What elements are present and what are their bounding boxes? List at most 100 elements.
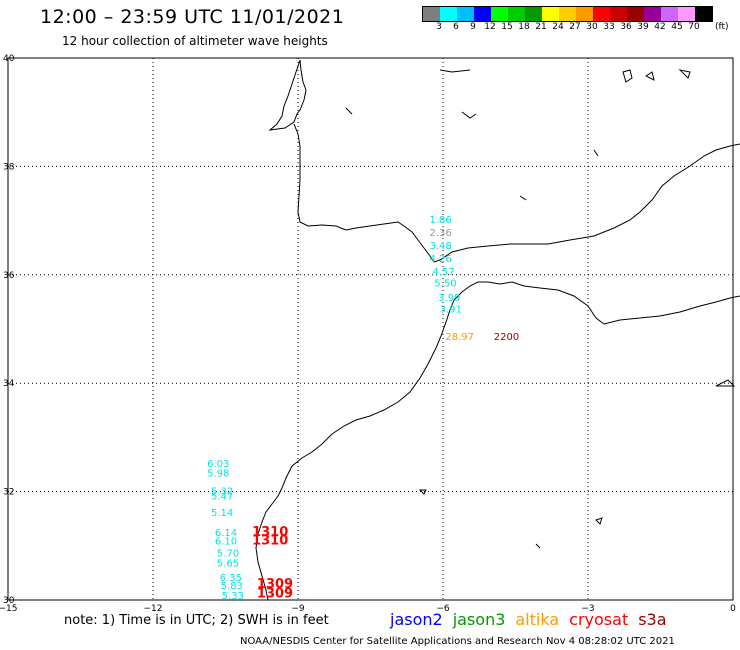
y-tick-label: 30 — [3, 596, 15, 606]
wave-height-value: 6.35 — [220, 573, 242, 584]
wave-height-value: 6.10 — [215, 537, 237, 548]
wave-height-value: 5.70 — [217, 549, 239, 560]
map-title: 12:00 – 23:59 UTC 11/01/2021 — [40, 6, 345, 28]
legend-swatch — [627, 7, 644, 21]
legend-label: 45 — [671, 22, 683, 32]
inland-feature — [418, 489, 427, 495]
y-tick-label: 38 — [3, 162, 15, 172]
wave-height-value: 5.33 — [222, 591, 244, 602]
legend-label: 33 — [603, 22, 615, 32]
wave-height-value: 4.26 — [429, 254, 451, 265]
legend-swatch — [678, 7, 695, 21]
legend-swatch — [491, 7, 508, 21]
legend-label: 70 — [688, 22, 700, 32]
mission-label: altika — [515, 610, 560, 629]
wave-height-value: 5.14 — [211, 508, 233, 519]
inland-feature — [535, 543, 541, 549]
legend-swatch — [457, 7, 474, 21]
wave-height-value: 4.57 — [432, 267, 454, 278]
coastline-iberia — [268, 59, 307, 131]
legend-swatch — [559, 7, 576, 21]
legend-swatch — [576, 7, 593, 21]
inland-feature — [622, 69, 633, 83]
coastline — [255, 59, 740, 601]
legend-swatch — [474, 7, 491, 21]
legend-label: 3 — [436, 22, 442, 32]
legend-label: 6 — [453, 22, 459, 32]
legend-unit: (ft) — [715, 22, 729, 32]
legend-label: 42 — [654, 22, 666, 32]
x-tick-label: −12 — [144, 604, 163, 614]
inland-feature — [345, 107, 353, 115]
x-tick-label: −3 — [581, 604, 594, 614]
legend-swatch — [695, 7, 712, 21]
y-tick-label: 32 — [3, 488, 14, 498]
coastline-spain-med — [439, 143, 740, 261]
legend-label: 21 — [535, 22, 547, 32]
mission-label: jason3 — [452, 610, 506, 629]
map-border — [7, 57, 734, 601]
x-tick-label: −6 — [436, 604, 450, 614]
wave-height-value: 2.36 — [429, 228, 451, 239]
legend-swatch — [610, 7, 627, 21]
wave-height-value: 1.86 — [429, 215, 451, 226]
legend-label: 15 — [501, 22, 513, 32]
mission-label: s3a — [638, 610, 667, 629]
legend-swatch — [661, 7, 678, 21]
inland-feature — [461, 111, 477, 119]
wave-height-value: 1309 — [257, 586, 293, 601]
wave-height-value: 2200 — [494, 332, 519, 343]
legend-swatch — [423, 7, 440, 21]
mission-legend: jason2 jason3 altika cryosat s3a — [390, 610, 677, 629]
map-subtitle: 12 hour collection of altimeter wave hei… — [62, 34, 328, 48]
inland-feature — [439, 69, 471, 73]
legend-swatch — [644, 7, 661, 21]
x-tick-label: 0 — [730, 604, 736, 614]
wave-height-value: 28.97 — [445, 332, 474, 343]
wave-height-value: 5.47 — [211, 492, 233, 503]
legend-swatch — [525, 7, 542, 21]
inland-feature — [645, 71, 655, 81]
x-tick-label: −15 — [0, 604, 18, 614]
axis-ticks: −15 −12 −9 −6 −3 0 30 32 34 36 38 40 — [0, 54, 736, 614]
legend-swatch — [440, 7, 457, 21]
y-tick-label: 36 — [3, 271, 15, 281]
legend-label: 27 — [569, 22, 581, 32]
mission-label: cryosat — [569, 610, 629, 629]
inland-feature — [715, 379, 736, 387]
wave-height-value: 1310 — [252, 525, 288, 540]
inland-feature — [519, 195, 527, 201]
x-tick-label: −9 — [291, 604, 305, 614]
coastline-portugal-south — [293, 123, 441, 263]
wave-height-value: 1309 — [257, 577, 293, 592]
wave-height-value: 3.48 — [429, 241, 451, 252]
graticule — [8, 58, 733, 600]
wave-height-value: 5.83 — [221, 581, 243, 592]
legend-swatch — [593, 7, 610, 21]
legend-swatch — [508, 7, 525, 21]
coastline-morocco-north — [453, 281, 740, 325]
wave-height-value: 5.65 — [217, 558, 239, 569]
inland-feature — [678, 69, 691, 79]
wave-height-value: 5.98 — [207, 468, 229, 479]
mission-label: jason2 — [390, 610, 443, 629]
y-tick-label: 34 — [3, 379, 15, 389]
inland-feature — [593, 149, 599, 157]
y-tick-label: 40 — [3, 54, 15, 64]
legend-label: 9 — [470, 22, 476, 32]
wave-height-value: 6.14 — [215, 528, 237, 539]
wave-height-value: 5.32 — [211, 486, 233, 497]
wave-height-value: 1310 — [252, 534, 288, 549]
legend-label: 12 — [484, 22, 496, 32]
footer-note: note: 1) Time is in UTC; 2) SWH is in fe… — [64, 613, 329, 628]
legend-label: 18 — [518, 22, 530, 32]
inland-feature — [595, 517, 603, 525]
legend-label: 24 — [552, 22, 564, 32]
legend-swatch — [542, 7, 559, 21]
legend-label: 39 — [637, 22, 649, 32]
wave-height-observations: 1.86 2.36 3.48 4.26 4.575.50 3.993.91 28.97 220… — [207, 215, 519, 602]
wave-height-value: 5.50 — [434, 279, 456, 290]
color-scale-legend — [422, 6, 713, 22]
wave-height-value: 3.99 — [438, 293, 460, 304]
